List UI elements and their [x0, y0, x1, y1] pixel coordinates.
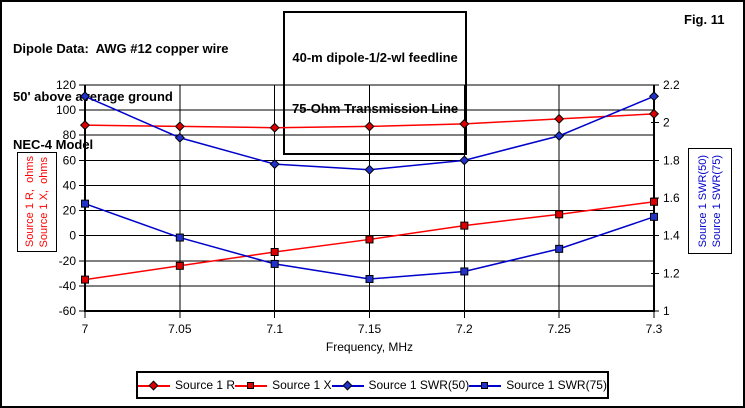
right-axis-tick-label: 1.8	[663, 153, 680, 167]
left-axis-tick-label: 0	[69, 229, 76, 243]
data-point-source-1-swr-75-	[175, 233, 184, 242]
data-point-source-1-swr-50-	[79, 91, 91, 102]
x-axis-tick-label: 7.2	[456, 322, 473, 336]
data-point-source-1-swr-75-	[460, 267, 469, 276]
data-point-source-1-r	[79, 120, 91, 131]
data-point-source-1-swr-50-	[269, 159, 280, 170]
legend-marker-shape	[342, 380, 352, 390]
x-axis-title: Frequency, MHz	[326, 340, 413, 354]
legend-marker-shape	[148, 380, 159, 390]
left-axis-tick-label: 40	[63, 178, 77, 192]
data-point-source-1-x	[650, 197, 658, 206]
legend-square-marker-icon	[235, 381, 268, 390]
data-point-source-1-swr-50-	[174, 132, 185, 143]
annotation-line-1: Dipole Data: AWG #12 copper wire	[13, 41, 229, 56]
annotation-box-line-2: 75-Ohm Transmission Line	[292, 101, 459, 116]
data-point-source-1-swr-75-	[650, 212, 658, 221]
data-point-source-1-r	[554, 113, 565, 124]
x-axis-tick-label: 7.3	[646, 322, 663, 336]
left-axis-tick-label: 100	[56, 103, 76, 117]
x-axis-tick-label: 7.05	[168, 322, 192, 336]
left-axis-tick-label: -40	[59, 279, 77, 293]
x-axis-tick-label: 7	[82, 322, 89, 336]
legend-label-source-1-r: Source 1 R	[175, 378, 236, 392]
left-axis-tick-label: -60	[59, 304, 77, 318]
data-point-source-1-swr-50-	[459, 155, 470, 166]
right-axis-tick-label: 1	[663, 304, 670, 318]
right-axis-title-swr75: Source 1 SWR(75)	[710, 154, 723, 248]
data-point-source-1-swr-50-	[648, 91, 660, 102]
x-axis-tick-label: 7.15	[358, 322, 382, 336]
data-point-source-1-x	[460, 221, 469, 230]
annotation-line-3: NEC-4 Model	[13, 137, 94, 152]
legend-label-source-1-x: Source 1 X	[272, 378, 332, 392]
right-axis-title-swr50: Source 1 SWR(50)	[697, 154, 710, 248]
data-point-source-1-r	[269, 122, 280, 133]
left-axis-tick-label: 80	[63, 128, 77, 142]
left-axis-tick-label: 120	[56, 78, 76, 92]
x-axis-tick-label: 7.25	[547, 322, 571, 336]
legend-label-source-1-swr-75-: Source 1 SWR(75)	[506, 378, 607, 392]
data-point-source-1-r	[648, 108, 660, 119]
data-point-source-1-swr-75-	[270, 259, 279, 268]
data-point-source-1-x	[270, 247, 279, 256]
data-point-source-1-x	[81, 275, 89, 284]
left-axis-title-x: Source 1 X, ohms	[37, 156, 50, 248]
left-axis-tick-label: -20	[59, 254, 77, 268]
annotation-line-2: 50' above average ground	[13, 89, 173, 104]
left-axis-tick-label: 60	[63, 153, 77, 167]
legend-marker-shape	[247, 381, 255, 389]
data-point-source-1-r	[459, 118, 470, 129]
legend: Source 1 R Source 1 X Source 1 SWR(50) Sour…	[136, 371, 609, 399]
data-point-source-1-swr-50-	[554, 130, 565, 141]
left-axis-tick-label: 20	[63, 204, 77, 218]
legend-item-source-1-x: Source 1 X	[235, 378, 331, 392]
right-axis-tick-label: 2	[663, 116, 670, 130]
right-axis-title-box: Source 1 SWR(50) Source 1 SWR(75)	[688, 148, 732, 254]
right-axis-tick-label: 1.2	[663, 266, 680, 280]
legend-square-marker-icon	[469, 381, 502, 390]
right-axis-tick-label: 1.4	[663, 229, 680, 243]
legend-item-source-1-swr-50-: Source 1 SWR(50)	[331, 378, 470, 392]
legend-label-source-1-swr-50-: Source 1 SWR(50)	[368, 378, 470, 392]
data-point-source-1-swr-50-	[364, 164, 375, 175]
figure-number-label: Fig. 11	[684, 12, 725, 27]
right-axis-tick-label: 1.6	[663, 191, 680, 205]
data-point-source-1-x	[365, 235, 374, 244]
right-axis-tick-label: 2.2	[663, 78, 680, 92]
left-axis-title-box: Source 1 R, ohms Source 1 X, ohms	[17, 152, 57, 252]
legend-diamond-marker-icon	[138, 380, 171, 390]
data-point-source-1-swr-75-	[81, 199, 89, 208]
data-point-source-1-x	[175, 261, 184, 270]
annotation-box-line-1: 40-m dipole-1/2-wl feedline	[292, 50, 458, 65]
chart-annotation-left: Dipole Data: AWG #12 copper wire 50' abo…	[13, 9, 229, 185]
left-axis-title-r: Source 1 R, ohms	[24, 156, 37, 248]
x-axis-tick-label: 7.1	[266, 322, 283, 336]
chart-annotation-box: 40-m dipole-1/2-wl feedline 75-Ohm Trans…	[283, 11, 468, 155]
data-point-source-1-swr-75-	[365, 274, 374, 283]
data-point-source-1-x	[555, 210, 564, 219]
legend-item-source-1-r: Source 1 R	[138, 378, 235, 392]
data-point-source-1-r	[364, 121, 375, 132]
legend-item-source-1-swr-75-: Source 1 SWR(75)	[469, 378, 607, 392]
data-point-source-1-r	[174, 121, 185, 132]
legend-diamond-marker-icon	[331, 380, 364, 390]
legend-marker-shape	[481, 381, 489, 389]
data-point-source-1-swr-75-	[555, 244, 564, 253]
